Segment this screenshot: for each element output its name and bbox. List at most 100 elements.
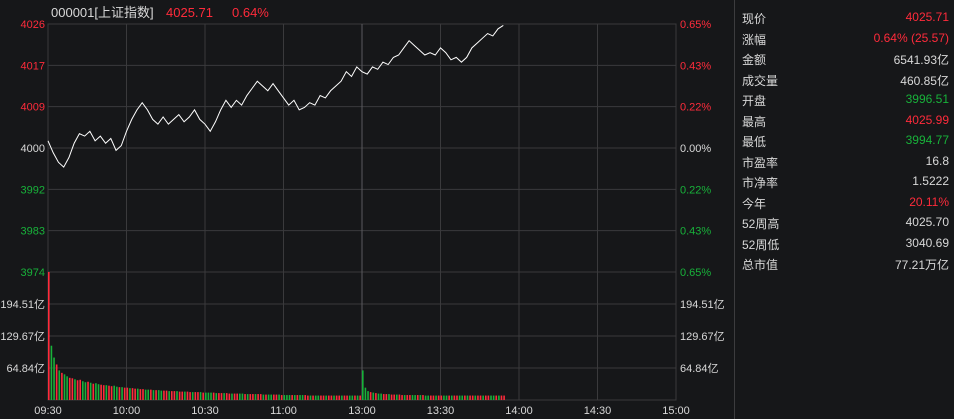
- volume-bar: [443, 395, 445, 400]
- volume-bar: [430, 395, 432, 400]
- volume-bar: [487, 395, 490, 400]
- volume-bar: [123, 387, 126, 400]
- volume-bar: [139, 389, 142, 400]
- volume-bar: [254, 394, 257, 400]
- volume-bar: [382, 394, 385, 400]
- volume-bar: [482, 395, 484, 400]
- quote-row: 市净率 1.5222: [735, 172, 949, 192]
- pct-tick-right: 0.65%: [680, 267, 711, 279]
- volume-bar: [231, 393, 233, 400]
- volume-bar: [136, 388, 139, 400]
- volume-bar: [241, 393, 244, 400]
- time-tick: 10:30: [191, 405, 219, 417]
- volume-bar: [356, 395, 359, 400]
- volume-bar: [484, 395, 487, 400]
- volume-bar: [492, 395, 495, 400]
- volume-bar: [411, 395, 414, 400]
- volume-bar: [495, 395, 498, 400]
- volume-bar: [76, 380, 79, 400]
- volume-bar: [246, 394, 249, 400]
- volume-tick-left: 64.84亿: [6, 362, 45, 375]
- volume-bar: [461, 395, 464, 400]
- pct-tick-right: 0.43%: [680, 226, 711, 238]
- volume-bar: [163, 390, 165, 400]
- volume-bar: [435, 395, 437, 400]
- quote-row: 开盘 3996.51: [735, 90, 949, 110]
- volume-bar: [236, 393, 238, 400]
- volume-bar: [92, 383, 95, 400]
- price-line: [47, 25, 504, 168]
- volume-bar: [309, 395, 312, 400]
- volume-bar: [416, 395, 419, 400]
- quote-label: 现价: [742, 12, 767, 26]
- volume-bar: [66, 376, 68, 400]
- volume-bar: [390, 394, 393, 400]
- volume-bar: [173, 391, 176, 400]
- volume-bar: [53, 357, 55, 400]
- quote-label: 今年: [742, 196, 767, 211]
- volume-bar: [456, 395, 458, 400]
- volume-bar: [291, 395, 293, 400]
- quote-label: 开盘: [742, 94, 767, 108]
- volume-bar: [479, 395, 482, 400]
- time-tick: 15:00: [662, 405, 690, 417]
- volume-bar: [437, 395, 440, 400]
- volume-bar: [280, 395, 283, 400]
- volume-bar: [396, 394, 398, 400]
- quote-row: 市盈率 16.8: [735, 152, 949, 172]
- volume-bar: [55, 364, 58, 400]
- quote-row: 最高 4025.99: [735, 111, 949, 131]
- quote-value: 20.11%: [909, 194, 949, 209]
- quote-label: 最低: [742, 135, 767, 149]
- volume-bar: [160, 390, 163, 400]
- volume-bar: [186, 391, 189, 400]
- volume-bar: [168, 391, 170, 400]
- volume-tick-left: 129.67亿: [0, 330, 45, 343]
- volume-bar: [359, 395, 361, 400]
- volume-bars: [48, 272, 505, 400]
- volume-bar: [503, 395, 505, 400]
- volume-bar: [424, 395, 427, 400]
- volume-bar: [178, 391, 181, 400]
- volume-bar: [82, 381, 84, 400]
- volume-bar: [307, 395, 309, 400]
- volume-bar: [48, 272, 50, 400]
- quote-value: 4025.71: [905, 10, 949, 24]
- pct-tick-right: 0.65%: [680, 19, 711, 31]
- time-tick: 13:00: [348, 405, 376, 417]
- quote-row: 总市值 77.21万亿: [735, 254, 949, 274]
- volume-bar: [131, 388, 134, 400]
- volume-bar: [113, 385, 116, 400]
- time-tick: 13:30: [427, 405, 455, 417]
- volume-bar: [286, 395, 288, 400]
- volume-bar: [61, 372, 63, 400]
- volume-bar: [244, 394, 246, 400]
- quote-value: 4025.70: [905, 215, 949, 229]
- volume-bar: [369, 392, 372, 400]
- volume-bar: [312, 395, 314, 400]
- volume-bar: [108, 385, 110, 400]
- quote-label: 金额: [742, 53, 767, 67]
- volume-bar: [152, 390, 155, 400]
- volume-bar: [205, 392, 207, 400]
- volume-tick-right: 64.84亿: [680, 362, 719, 375]
- volume-bar: [225, 393, 228, 400]
- volume-bar: [351, 395, 354, 400]
- volume-bar: [220, 393, 223, 400]
- volume-bar: [252, 394, 254, 400]
- volume-bar: [317, 395, 320, 400]
- volume-bar: [490, 395, 492, 400]
- quote-value: 3996.51: [905, 92, 949, 106]
- volume-bar: [325, 395, 327, 400]
- volume-bar: [95, 383, 97, 400]
- volume-bar: [372, 392, 375, 400]
- volume-bar: [377, 393, 380, 400]
- price-tick-left: 4009: [21, 102, 45, 114]
- quote-value: 3994.77: [905, 133, 949, 147]
- volume-bar: [267, 394, 270, 400]
- volume-bar: [393, 394, 395, 400]
- quote-row: 52周低 3040.69: [735, 234, 949, 254]
- quote-value: 3040.69: [905, 235, 949, 250]
- volume-bar: [144, 389, 147, 400]
